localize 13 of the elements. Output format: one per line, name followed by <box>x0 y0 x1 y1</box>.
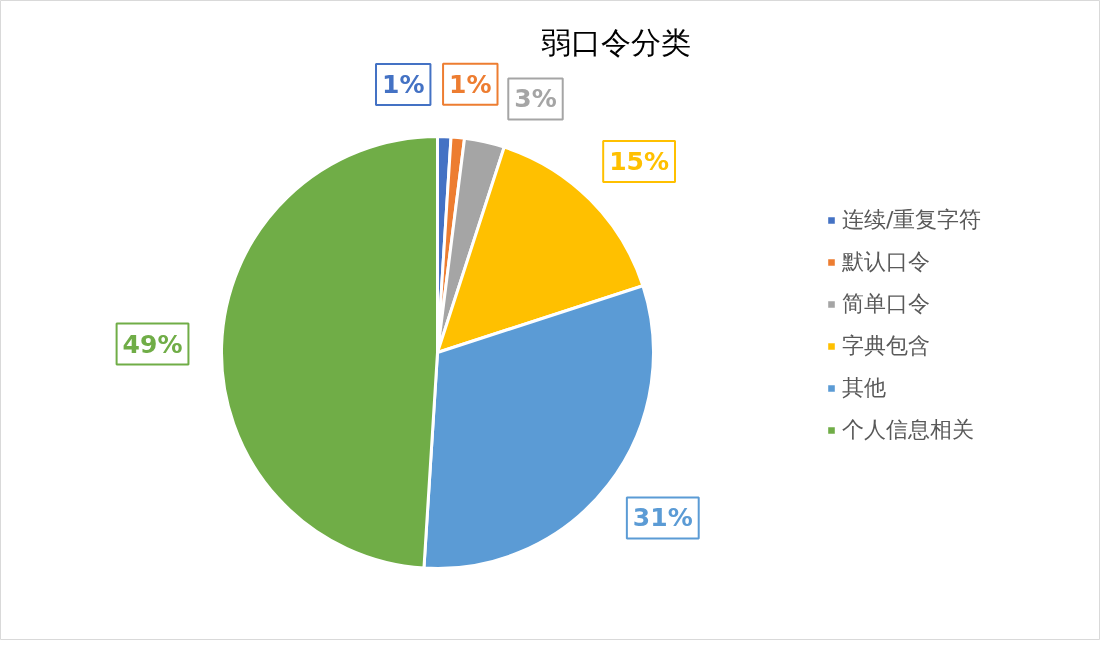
legend-label: 默认口令 <box>842 248 930 276</box>
legend-label: 简单口令 <box>842 290 930 318</box>
legend-label: 连续/重复字符 <box>842 206 982 234</box>
legend-label: 个人信息相关 <box>842 416 974 444</box>
chart-title: 弱口令分类 <box>540 25 691 60</box>
legend-label: 其他 <box>842 374 886 402</box>
data-label: 31% <box>632 503 693 533</box>
legend-label: 字典包含 <box>842 332 930 360</box>
data-label: 1% <box>449 69 492 99</box>
data-label: 49% <box>122 329 183 359</box>
data-label: 15% <box>609 147 670 177</box>
data-label: 3% <box>514 84 557 114</box>
data-label: 1% <box>381 69 425 99</box>
